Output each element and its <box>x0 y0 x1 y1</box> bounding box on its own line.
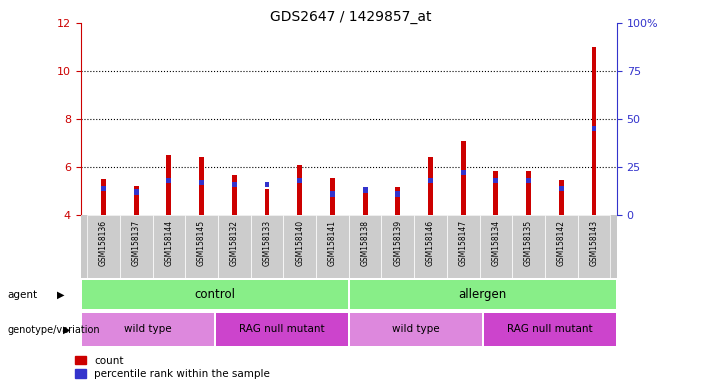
Text: GSM158145: GSM158145 <box>197 220 206 266</box>
Bar <box>592 47 597 215</box>
Text: GSM158144: GSM158144 <box>165 220 173 266</box>
Bar <box>350 280 616 310</box>
Bar <box>559 185 564 191</box>
Bar <box>134 186 139 215</box>
Bar <box>316 215 349 278</box>
Bar <box>166 155 171 215</box>
Bar <box>264 182 269 187</box>
Bar <box>199 157 204 215</box>
Bar <box>81 313 214 346</box>
Bar <box>447 215 479 278</box>
Text: GSM158147: GSM158147 <box>458 220 468 266</box>
Text: GSM158139: GSM158139 <box>393 220 402 266</box>
Text: GSM158142: GSM158142 <box>557 220 566 266</box>
Bar <box>414 215 447 278</box>
Bar <box>232 175 237 215</box>
Bar <box>350 313 482 346</box>
Bar <box>362 187 367 215</box>
Bar <box>87 215 120 278</box>
Bar <box>101 185 106 191</box>
Text: GDS2647 / 1429857_at: GDS2647 / 1429857_at <box>270 10 431 23</box>
Bar <box>494 170 498 215</box>
Bar <box>283 215 316 278</box>
Text: GSM158135: GSM158135 <box>524 220 533 266</box>
Bar <box>251 215 283 278</box>
Bar <box>153 215 185 278</box>
Bar <box>330 191 335 197</box>
Text: ▶: ▶ <box>63 325 70 335</box>
Bar <box>479 215 512 278</box>
Text: wild type: wild type <box>392 324 440 334</box>
Bar <box>428 157 433 215</box>
Bar <box>218 215 251 278</box>
Text: RAG null mutant: RAG null mutant <box>507 324 592 334</box>
Bar <box>120 215 153 278</box>
Bar <box>461 170 465 175</box>
Bar <box>484 313 616 346</box>
Bar <box>330 178 335 215</box>
Bar <box>578 215 611 278</box>
Text: GSM158146: GSM158146 <box>426 220 435 266</box>
Text: wild type: wild type <box>124 324 172 334</box>
Text: GSM158141: GSM158141 <box>328 220 337 266</box>
Bar <box>395 191 400 197</box>
Bar <box>216 313 348 346</box>
Text: genotype/variation: genotype/variation <box>7 325 100 335</box>
Text: GSM158134: GSM158134 <box>491 220 501 266</box>
Bar <box>545 215 578 278</box>
Bar <box>297 178 302 183</box>
Text: allergen: allergen <box>458 288 507 301</box>
Bar <box>494 178 498 183</box>
Bar <box>81 280 348 310</box>
Text: GSM158143: GSM158143 <box>590 220 599 266</box>
Bar <box>264 189 269 215</box>
Legend: count, percentile rank within the sample: count, percentile rank within the sample <box>75 356 270 379</box>
Bar <box>232 182 237 187</box>
Bar <box>512 215 545 278</box>
Text: GSM158140: GSM158140 <box>295 220 304 266</box>
Bar <box>297 165 302 215</box>
Bar <box>526 178 531 183</box>
Bar <box>185 215 218 278</box>
Text: GSM158133: GSM158133 <box>262 220 271 266</box>
Bar <box>428 178 433 183</box>
Text: agent: agent <box>7 290 37 300</box>
Bar <box>166 178 171 183</box>
Text: RAG null mutant: RAG null mutant <box>239 324 325 334</box>
Bar <box>395 187 400 215</box>
Bar <box>199 180 204 185</box>
Text: GSM158132: GSM158132 <box>230 220 239 266</box>
Bar <box>381 215 414 278</box>
Text: control: control <box>194 288 235 301</box>
Bar <box>461 141 465 215</box>
Text: ▶: ▶ <box>57 290 64 300</box>
Text: GSM158138: GSM158138 <box>360 220 369 266</box>
Bar <box>134 189 139 195</box>
Bar <box>592 126 597 131</box>
Text: GSM158137: GSM158137 <box>132 220 141 266</box>
Bar <box>526 170 531 215</box>
Text: GSM158136: GSM158136 <box>99 220 108 266</box>
Bar <box>559 180 564 215</box>
Bar <box>362 187 367 193</box>
Bar <box>349 215 381 278</box>
Bar <box>101 179 106 215</box>
